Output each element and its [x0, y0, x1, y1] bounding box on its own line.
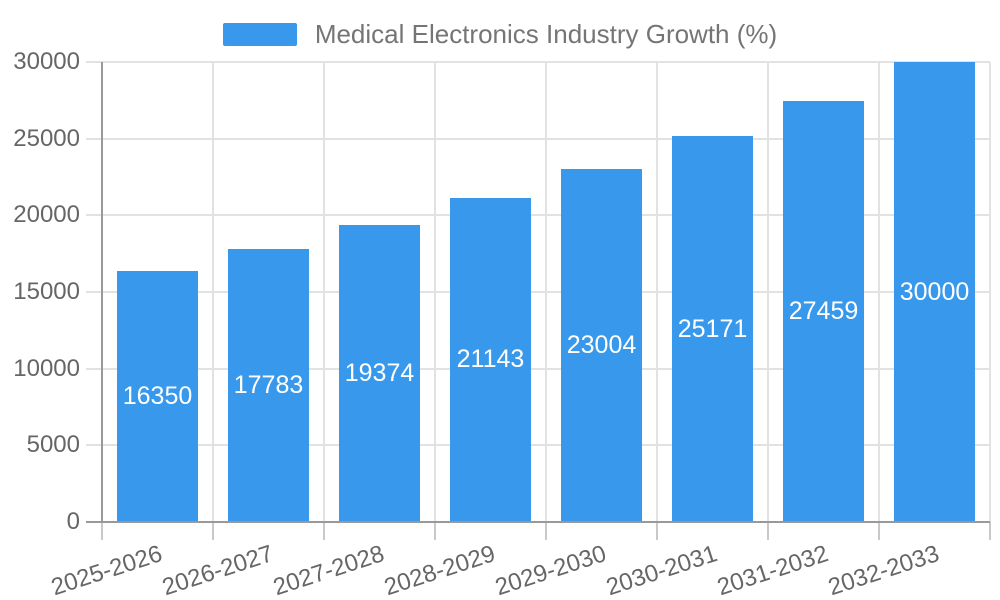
y-gridline — [86, 61, 990, 63]
x-gridline — [323, 62, 325, 522]
x-axis-tick-label: 2030-2031 — [602, 540, 721, 600]
x-axis-tick — [323, 522, 325, 540]
x-gridline — [212, 62, 214, 522]
x-axis-tick-label: 2026-2027 — [158, 540, 277, 600]
x-axis-tick — [212, 522, 214, 540]
y-axis-tick-label: 20000 — [13, 201, 80, 229]
y-axis-tick-label: 5000 — [26, 431, 80, 459]
bar[interactable]: 17783 — [228, 249, 309, 522]
x-gridline — [989, 62, 991, 522]
bar-value-label: 16350 — [122, 382, 193, 411]
legend-swatch — [222, 22, 297, 46]
x-axis-tick — [434, 522, 436, 540]
legend: Medical Electronics Industry Growth (%) — [0, 21, 1000, 47]
x-gridline — [545, 62, 547, 522]
x-axis-tick — [989, 522, 991, 540]
legend-label: Medical Electronics Industry Growth (%) — [314, 19, 778, 49]
y-gridline — [86, 444, 990, 447]
x-axis-tick-label: 2032-2033 — [824, 540, 943, 600]
x-gridline — [878, 62, 880, 522]
y-axis-tick-label: 15000 — [13, 278, 80, 305]
bar-value-label: 25171 — [677, 314, 748, 343]
x-axis-line — [86, 521, 990, 523]
x-axis-tick — [101, 522, 103, 540]
y-axis-tick-label: 0 — [66, 508, 80, 535]
bar-value-label: 21143 — [456, 345, 525, 374]
x-axis-tick-label: 2029-2030 — [491, 540, 610, 600]
bar-value-label: 19374 — [344, 358, 415, 387]
x-axis-tick — [767, 522, 769, 540]
y-axis-tick-label: 10000 — [13, 354, 80, 382]
x-axis-tick-label: 2028-2029 — [380, 540, 499, 600]
bar[interactable]: 25171 — [672, 136, 753, 522]
bar[interactable]: 16350 — [117, 271, 198, 522]
x-axis-tick-label: 2031-2032 — [713, 540, 832, 600]
y-gridline — [86, 367, 990, 370]
x-gridline — [656, 62, 658, 522]
bar-value-label: 27459 — [788, 296, 859, 325]
bar-value-label: 30000 — [899, 277, 970, 306]
bar-value-label: 23004 — [566, 331, 637, 360]
x-gridline — [767, 62, 769, 522]
y-axis-tick-label: 25000 — [13, 124, 80, 152]
bar-value-label: 17783 — [233, 371, 304, 400]
x-axis-tick — [545, 522, 547, 540]
x-axis-tick-label: 2027-2028 — [269, 540, 388, 600]
y-gridline — [86, 214, 990, 217]
bar[interactable]: 21143 — [450, 197, 531, 522]
x-axis-tick-label: 2025-2026 — [47, 540, 166, 600]
bar[interactable]: 23004 — [561, 169, 642, 522]
x-gridline — [434, 62, 436, 522]
bar[interactable]: 19374 — [339, 224, 420, 522]
y-gridline — [86, 137, 990, 140]
y-gridline — [86, 291, 990, 293]
x-axis-tick — [878, 522, 880, 540]
y-axis-line — [101, 62, 103, 522]
x-axis-tick — [656, 522, 658, 540]
y-axis-tick-label: 30000 — [13, 48, 80, 75]
legend-item[interactable]: Medical Electronics Industry Growth (%) — [222, 19, 778, 49]
bar[interactable]: 30000 — [894, 62, 975, 522]
bar[interactable]: 27459 — [783, 100, 864, 522]
